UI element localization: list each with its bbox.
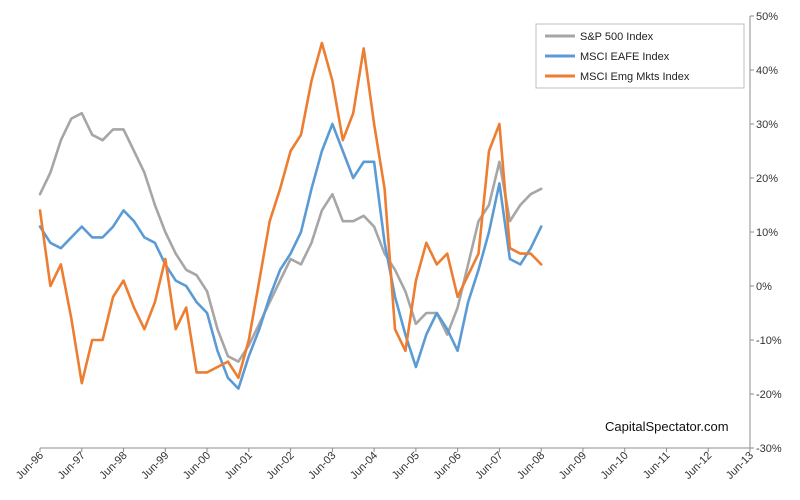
y-tick-label: 10%: [756, 227, 778, 239]
x-tick-label: Jun-97: [56, 450, 88, 482]
legend-label: MSCI Emg Mkts Index: [580, 71, 690, 83]
legend-label: MSCI EAFE Index: [580, 51, 670, 63]
x-tick-label: Jun-12: [682, 450, 714, 482]
x-tick-label: Jun-00: [181, 450, 213, 482]
y-tick-label: 50%: [756, 11, 778, 23]
x-tick-label: Jun-96: [14, 450, 46, 482]
x-axis-labels: Jun-96 Jun-97 Jun-98 Jun-99 Jun-00 Jun-01 Jun-…: [14, 450, 756, 482]
x-tick-label: Jun-06: [431, 450, 463, 482]
x-tick-label: Jun-13: [724, 450, 756, 482]
y-tick-label: -30%: [756, 443, 782, 455]
watermark-text: CapitalSpectator.com: [605, 419, 729, 434]
x-tick-label: Jun-99: [139, 450, 171, 482]
x-tick-label: Jun-03: [306, 450, 338, 482]
x-tick-label: Jun-07: [473, 450, 505, 482]
legend-label: S&P 500 Index: [580, 31, 654, 43]
series-line-2: [38, 122, 543, 390]
series-line-3: [38, 41, 543, 385]
x-tick-label: Jun-09: [557, 450, 589, 482]
series-line-1: [38, 111, 543, 363]
series-lines: [38, 41, 543, 390]
y-tick-label: 0%: [756, 281, 772, 293]
axes: [39, 15, 754, 452]
x-tick-label: Jun-08: [515, 450, 547, 482]
x-tick-label: Jun-05: [390, 450, 422, 482]
y-axis-labels: -30% -20% -10% 0% 10% 20% 30% 40% 50%: [756, 11, 782, 455]
x-tick-label: Jun-10: [599, 450, 631, 482]
y-tick-label: -10%: [756, 335, 782, 347]
x-tick-label: Jun-02: [264, 450, 296, 482]
y-tick-label: 30%: [756, 119, 778, 131]
x-tick-label: Jun-04: [348, 450, 380, 482]
x-tick-label: Jun-11: [641, 450, 673, 482]
y-tick-label: 20%: [756, 173, 778, 185]
y-tick-label: -20%: [756, 389, 782, 401]
x-tick-label: Jun-01: [223, 450, 255, 482]
y-tick-label: 40%: [756, 65, 778, 77]
legend: S&P 500 Index MSCI EAFE Index MSCI Emg Mkt…: [535, 23, 745, 89]
x-tick-label: Jun-98: [97, 450, 129, 482]
